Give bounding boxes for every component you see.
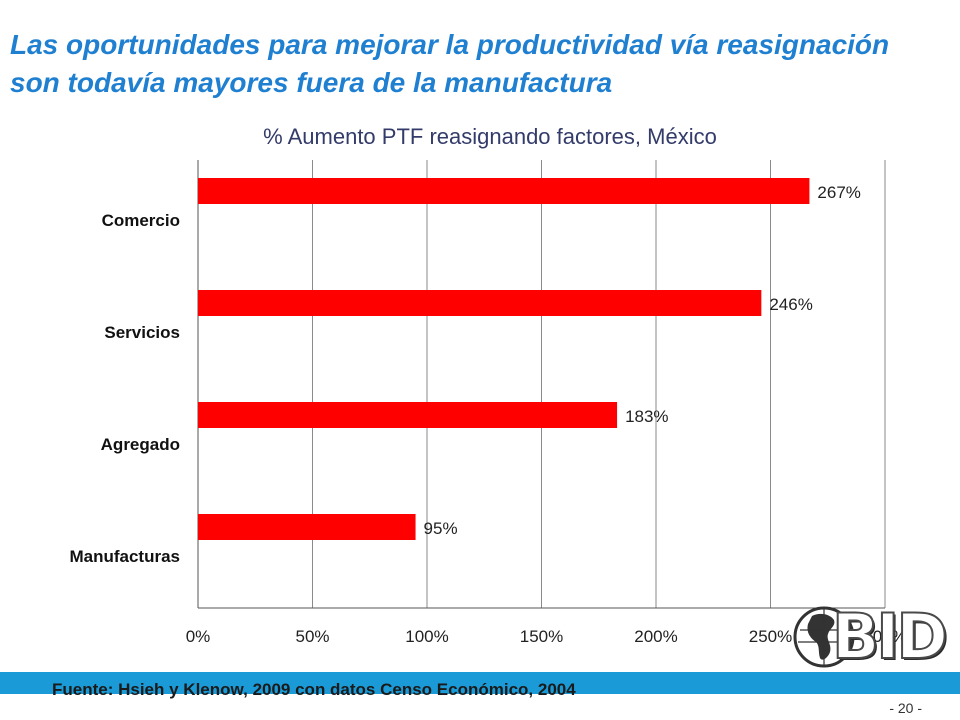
page-number: - 20 - bbox=[889, 700, 922, 716]
category-labels: Comercio Servicios Agregado Manufacturas bbox=[69, 211, 180, 566]
data-label: 95% bbox=[424, 519, 458, 538]
bar-comercio bbox=[198, 178, 810, 204]
x-tick-label: 300% bbox=[863, 627, 906, 646]
bar-agregado bbox=[198, 402, 618, 428]
category-label: Manufacturas bbox=[69, 547, 180, 566]
gridlines bbox=[197, 160, 886, 609]
bars bbox=[198, 178, 810, 540]
x-tick-label: 0% bbox=[186, 627, 211, 646]
chart-title: % Aumento PTF reasignando factores, Méxi… bbox=[263, 124, 717, 149]
category-label: Agregado bbox=[101, 435, 180, 454]
x-tick-label: 100% bbox=[405, 627, 448, 646]
x-tick-labels: 0% 50% 100% 150% 200% 250% 300% bbox=[186, 627, 907, 646]
bar-chart: % Aumento PTF reasignando factores, Méxi… bbox=[69, 124, 907, 646]
data-label: 183% bbox=[625, 407, 668, 426]
data-labels: 267% 246% 183% 95% bbox=[424, 183, 861, 538]
x-tick-label: 50% bbox=[295, 627, 329, 646]
data-label: 267% bbox=[817, 183, 860, 202]
source-note: Fuente: Hsieh y Klenow, 2009 con datos C… bbox=[52, 680, 576, 699]
category-label: Servicios bbox=[104, 323, 180, 342]
bid-globe-logo-icon bbox=[793, 606, 855, 668]
footer-bar bbox=[0, 672, 960, 694]
bid-logo-text: BID bbox=[831, 600, 949, 673]
x-tick-label: 250% bbox=[749, 627, 792, 646]
category-label: Comercio bbox=[102, 211, 180, 230]
x-tick-label: 200% bbox=[634, 627, 677, 646]
bar-manufacturas bbox=[198, 514, 416, 540]
slide-title: Las oportunidades para mejorar la produc… bbox=[10, 29, 890, 98]
data-label: 246% bbox=[769, 295, 812, 314]
x-tick-label: 150% bbox=[520, 627, 563, 646]
bar-servicios bbox=[198, 290, 762, 316]
